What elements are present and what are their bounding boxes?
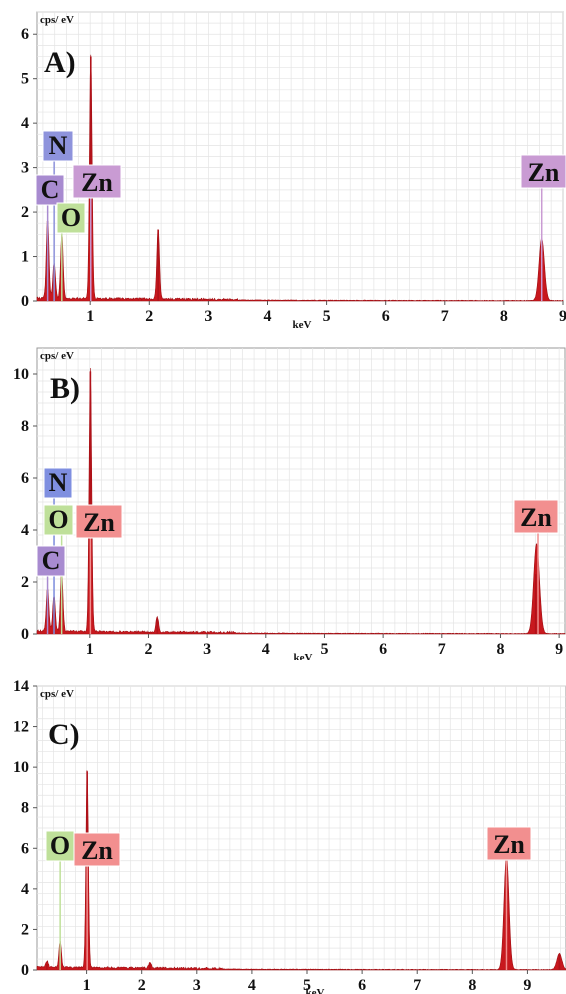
element-label-c: C [41, 175, 60, 204]
y-unit-label: cps/ eV [40, 14, 74, 26]
element-label-box [43, 467, 73, 499]
element-label-box [45, 830, 75, 862]
x-tick-label: 7 [438, 641, 446, 658]
x-tick-label: 3 [193, 977, 201, 994]
element-label-box [35, 174, 65, 206]
x-tick-label: 2 [145, 308, 153, 325]
x-tick-label: 4 [263, 308, 271, 325]
element-label-box [75, 504, 123, 539]
element-label-n: N [49, 468, 68, 497]
element-label-zn: Zn [81, 836, 113, 865]
element-label-box [43, 504, 74, 536]
y-tick-label: 10 [13, 759, 29, 776]
y-tick-label: 12 [13, 719, 29, 736]
element-label-zn: Zn [493, 830, 525, 859]
element-label-o: O [50, 831, 70, 860]
element-label-box [72, 164, 122, 199]
x-tick-label: 7 [413, 977, 421, 994]
y-tick-label: 8 [21, 418, 29, 435]
x-tick-label: 7 [441, 308, 449, 325]
x-tick-label: 6 [379, 641, 387, 658]
x-tick-label: 5 [320, 641, 328, 658]
x-tick-label: 3 [204, 308, 212, 325]
element-label-box [513, 499, 559, 534]
y-tick-label: 0 [21, 293, 29, 310]
grid [37, 11, 564, 302]
x-tick-label: 8 [500, 308, 508, 325]
element-label-o: O [48, 505, 68, 534]
y-tick-label: 6 [21, 840, 29, 857]
spectrum-panel-c: 0 2 4 6 8 10 12 14 1 2 3 4 5 6 7 8 9 cps/ eV keV C) O Zn Zn [0, 676, 566, 994]
element-label-box [486, 826, 532, 861]
y-tick-label: 6 [21, 470, 29, 487]
x-tick-label: 1 [86, 641, 94, 658]
spectrum-area [36, 770, 566, 971]
y-tick-label: 3 [21, 160, 29, 177]
grid [37, 685, 566, 971]
x-tick-label: 4 [262, 641, 270, 658]
x-tick-label: 9 [555, 641, 563, 658]
x-tick-label: 3 [203, 641, 211, 658]
element-label-c: C [42, 546, 61, 575]
x-tick-label: 4 [248, 977, 256, 994]
y-tick-label: 2 [21, 574, 29, 591]
spectrum-area [36, 54, 564, 302]
y-tick-label: 10 [13, 366, 29, 383]
y-tick-label: 5 [21, 71, 29, 88]
y-tick-label: 14 [13, 678, 29, 695]
x-tick-label: 5 [323, 308, 331, 325]
y-tick-label: 6 [21, 26, 29, 43]
spectrum-panel-a: 0 1 2 3 4 5 6 1 2 3 4 5 6 7 8 9 cps/ eV keV A) N C O Zn Zn [0, 0, 566, 330]
y-tick-label: 4 [21, 881, 29, 898]
element-label-zn: Zn [83, 508, 115, 537]
x-tick-label: 8 [496, 641, 504, 658]
y-tick-label: 4 [21, 115, 29, 132]
x-tick-label: 1 [83, 977, 91, 994]
y-tick-label: 8 [21, 800, 29, 817]
x-tick-label: 8 [468, 977, 476, 994]
x-axis-label: keV [294, 652, 313, 660]
x-tick-label: 9 [523, 977, 531, 994]
panel-label: B) [50, 372, 80, 405]
x-tick-label: 9 [559, 308, 566, 325]
x-tick-label: 1 [86, 308, 94, 325]
element-label-box [36, 545, 66, 577]
x-tick-label: 5 [303, 977, 311, 994]
y-tick-label: 2 [21, 921, 29, 938]
x-axis-label: keV [306, 987, 325, 994]
element-label-box [520, 154, 566, 189]
x-tick-label: 2 [138, 977, 146, 994]
x-tick-label: 6 [382, 308, 390, 325]
element-label-zn: Zn [520, 503, 552, 532]
element-label-n: N [49, 131, 68, 160]
y-unit-label: cps/ eV [40, 350, 74, 362]
y-tick-label: 2 [21, 204, 29, 221]
panel-label: A) [44, 46, 76, 79]
spectrum-panel-b: 0 2 4 6 8 10 1 2 3 4 5 6 7 8 9 cps/ eV keV B) N O Zn C Zn [0, 340, 566, 660]
x-tick-label: 2 [144, 641, 152, 658]
y-tick-label: 0 [21, 626, 29, 643]
x-tick-label: 6 [358, 977, 366, 994]
y-tick-label: 0 [21, 962, 29, 979]
element-label-zn: Zn [81, 168, 113, 197]
element-label-zn: Zn [528, 158, 560, 187]
panel-label: C) [48, 718, 80, 751]
element-label-box [56, 202, 86, 234]
element-label-box [73, 832, 121, 867]
element-label-box [42, 130, 74, 162]
y-unit-label: cps/ eV [40, 688, 74, 700]
x-axis-label: keV [293, 319, 312, 330]
element-label-o: O [61, 203, 81, 232]
y-tick-label: 1 [21, 249, 29, 266]
grid [37, 348, 565, 635]
y-tick-label: 4 [21, 522, 29, 539]
